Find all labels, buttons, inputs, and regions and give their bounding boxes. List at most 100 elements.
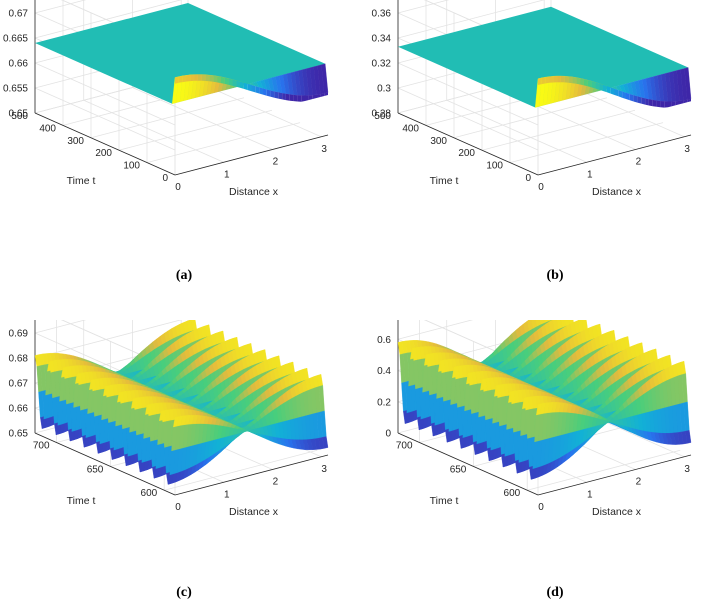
z-tick-label: 0.67 — [9, 379, 29, 390]
surface-patch — [324, 92, 328, 96]
t-gridline — [90, 97, 245, 139]
z-tick-label: 0.32 — [372, 59, 392, 70]
surface-patch — [190, 74, 195, 82]
t-gridline — [164, 449, 318, 491]
t-gridline — [146, 122, 301, 163]
z-gridline — [397, 0, 450, 14]
surface-plateau — [35, 3, 326, 104]
surface-patch — [316, 94, 321, 98]
surface-patch — [603, 84, 607, 93]
surface-patch — [251, 85, 256, 93]
t-axis-line — [397, 112, 539, 176]
surface — [34, 320, 329, 485]
surface-patch — [243, 82, 248, 91]
surface-patch — [194, 74, 198, 81]
surface-patch — [205, 74, 210, 82]
t-axis-label: Time t — [67, 175, 96, 187]
x-tick-label: 0 — [175, 182, 181, 193]
x-gridline — [446, 99, 587, 163]
z-gridline — [34, 320, 182, 359]
surface-patch — [236, 80, 240, 88]
x-axis-label: Distance x — [229, 186, 279, 198]
z-tick-label: 0.655 — [3, 84, 28, 95]
surface-patch — [282, 93, 286, 101]
x-axis-line — [174, 134, 329, 176]
surface-patch — [538, 77, 542, 85]
t-gridline — [453, 97, 608, 139]
z-tick-label: 0.66 — [9, 404, 29, 415]
surface-patch — [671, 101, 676, 107]
surface-patch — [648, 99, 653, 107]
surface-front-face — [175, 74, 328, 102]
surface-patch — [305, 95, 309, 101]
surface-patch — [626, 92, 630, 101]
surface — [397, 320, 692, 480]
x-tick-label: 0 — [175, 502, 181, 513]
z-tick-label: 0.3 — [377, 84, 391, 95]
surface-patch — [263, 88, 267, 96]
surface-patch — [679, 100, 684, 105]
surface-patch — [599, 83, 603, 91]
surface-patch — [255, 86, 260, 94]
t-tick-label: 400 — [39, 123, 56, 134]
surface-patch — [576, 77, 581, 85]
surface-plateau — [398, 6, 689, 108]
surface-patch — [560, 76, 565, 83]
surface-patch — [572, 76, 577, 84]
z-gridline — [34, 0, 87, 14]
t-tick-label: 500 — [11, 111, 28, 122]
surface-patch — [541, 77, 546, 85]
x-tick-label: 1 — [224, 169, 230, 180]
x-axis-line — [537, 134, 692, 176]
x-tick-label: 3 — [321, 144, 327, 155]
surface-patch — [629, 94, 634, 102]
surface-patch — [591, 81, 596, 89]
t-tick-label: 400 — [402, 123, 419, 134]
t-tick-label: 650 — [87, 464, 104, 475]
x-tick-label: 2 — [273, 157, 279, 168]
z-tick-label: 0.28 — [372, 109, 392, 120]
x-axis-label: Distance x — [229, 506, 279, 518]
x-tick-label: 0 — [538, 182, 544, 193]
surface-patch — [614, 88, 619, 97]
surface-patch — [270, 90, 275, 98]
surface-patch — [232, 79, 237, 87]
z-gridline — [34, 62, 176, 126]
surface-patch — [247, 83, 252, 92]
surface-patch — [220, 76, 225, 84]
surface-patch — [637, 96, 642, 104]
surface-patch — [564, 76, 569, 83]
surface-patch — [660, 101, 665, 108]
surface-patch — [664, 101, 668, 108]
surface-patch — [224, 77, 229, 85]
t-tick-label: 200 — [458, 148, 475, 159]
surface-patch — [278, 92, 283, 100]
x-axis-label: Distance x — [592, 186, 642, 198]
x-gridline — [132, 87, 273, 150]
surface-patch — [197, 74, 202, 81]
surface-patch — [641, 97, 646, 105]
t-gridline — [481, 109, 636, 151]
surface-patch — [228, 78, 233, 86]
x-tick-label: 1 — [587, 169, 593, 180]
surface-patch — [568, 76, 573, 84]
surface-patch — [687, 98, 691, 103]
surface-patch — [186, 74, 191, 82]
z-tick-label: 0.65 — [9, 429, 29, 440]
surface-patch — [320, 93, 325, 97]
surface-patch — [240, 81, 244, 89]
surface-patch — [213, 75, 218, 83]
t-tick-label: 100 — [486, 161, 503, 172]
surface-patch — [259, 87, 263, 95]
t-tick-label: 0 — [525, 173, 531, 184]
x-tick-label: 3 — [321, 464, 327, 475]
surface-patch — [675, 100, 680, 106]
x-tick-label: 3 — [684, 144, 690, 155]
surface-patch — [557, 76, 561, 83]
z-tick-label: 0.66 — [9, 59, 29, 70]
surface-patch — [301, 95, 305, 102]
z-tick-label: 0.68 — [9, 354, 29, 365]
x-tick-label: 2 — [273, 477, 279, 488]
z-tick-label: 0.67 — [9, 9, 29, 20]
